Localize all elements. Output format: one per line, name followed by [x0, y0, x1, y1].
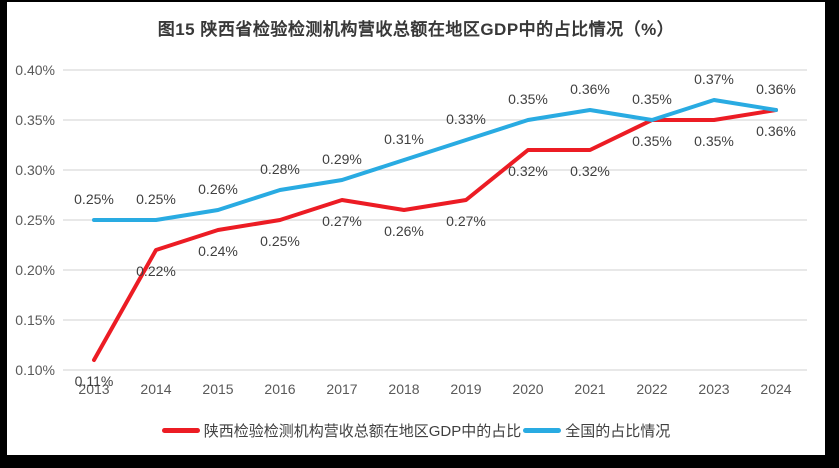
- data-label: 0.11%: [75, 373, 114, 389]
- data-label: 0.35%: [694, 133, 734, 149]
- data-label: 0.22%: [136, 263, 176, 279]
- x-axis-tick-label: 2017: [326, 381, 357, 397]
- data-label: 0.32%: [570, 163, 610, 179]
- data-label: 0.27%: [322, 213, 362, 229]
- data-label: 0.26%: [198, 181, 238, 197]
- data-label: 0.25%: [136, 191, 176, 207]
- data-label: 0.29%: [322, 151, 362, 167]
- x-axis-tick-label: 2021: [574, 381, 605, 397]
- x-axis-tick-label: 2023: [698, 381, 729, 397]
- legend-label-national: 全国的占比情况: [565, 423, 671, 440]
- chart-legend: 陕西检验检测机构营收总额在地区GDP中的占比 全国的占比情况: [7, 420, 825, 441]
- data-label: 0.35%: [632, 133, 672, 149]
- y-axis-tick-label: 0.35%: [15, 112, 55, 128]
- y-axis-tick-label: 0.30%: [15, 162, 55, 178]
- x-axis-tick-label: 2024: [760, 381, 791, 397]
- data-label: 0.31%: [384, 131, 424, 147]
- legend-line-shaanxi-icon: [161, 428, 200, 433]
- data-label: 0.25%: [74, 191, 114, 207]
- y-axis-tick-label: 0.25%: [15, 212, 55, 228]
- series-line-0: [92, 108, 778, 362]
- data-label: 0.36%: [570, 81, 610, 97]
- y-axis-tick-label: 0.10%: [15, 362, 55, 378]
- data-label: 0.25%: [260, 233, 300, 249]
- legend-item-shaanxi: 陕西检验检测机构营收总额在地区GDP中的占比: [161, 420, 522, 441]
- y-axis-tick-label: 0.20%: [15, 262, 55, 278]
- x-axis-tick-label: 2016: [264, 381, 295, 397]
- chart-title: 图15 陕西省检验检测机构营收总额在地区GDP中的占比情况（%）: [157, 20, 675, 39]
- y-axis-tick-label: 0.15%: [15, 312, 55, 328]
- x-axis-tick-label: 2020: [512, 381, 543, 397]
- legend-line-national-icon: [523, 428, 562, 433]
- data-label: 0.36%: [756, 81, 796, 97]
- x-axis-tick-label: 2022: [636, 381, 667, 397]
- data-label: 0.27%: [446, 213, 486, 229]
- line-chart-plot: 0.10% 0.15% 0.20% 0.25% 0.30% 0.35% 0.40% 2013 2…: [15, 62, 807, 397]
- x-axis-tick-label: 2013: [78, 381, 109, 397]
- data-label: 0.24%: [198, 243, 238, 259]
- data-label: 0.32%: [508, 163, 548, 179]
- y-axis-tick-label: 0.40%: [15, 62, 55, 78]
- chart-card: 图15 陕西省检验检测机构营收总额在地区GDP中的占比情况（%） 0.10% 0.…: [7, 2, 825, 455]
- legend-item-national: 全国的占比情况: [523, 420, 670, 441]
- data-label: 0.33%: [446, 111, 486, 127]
- series-line-1: [92, 98, 778, 222]
- data-label: 0.35%: [632, 91, 672, 107]
- data-label: 0.36%: [756, 123, 796, 139]
- data-label: 0.28%: [260, 161, 300, 177]
- x-axis-tick-label: 2019: [450, 381, 481, 397]
- x-axis-tick-label: 2015: [202, 381, 233, 397]
- data-label: 0.37%: [694, 71, 734, 87]
- data-label: 0.35%: [508, 91, 548, 107]
- data-label: 0.26%: [384, 223, 424, 239]
- legend-label-shaanxi: 陕西检验检测机构营收总额在地区GDP中的占比: [203, 423, 522, 440]
- x-axis-tick-label: 2018: [388, 381, 419, 397]
- x-axis-tick-label: 2014: [140, 381, 171, 397]
